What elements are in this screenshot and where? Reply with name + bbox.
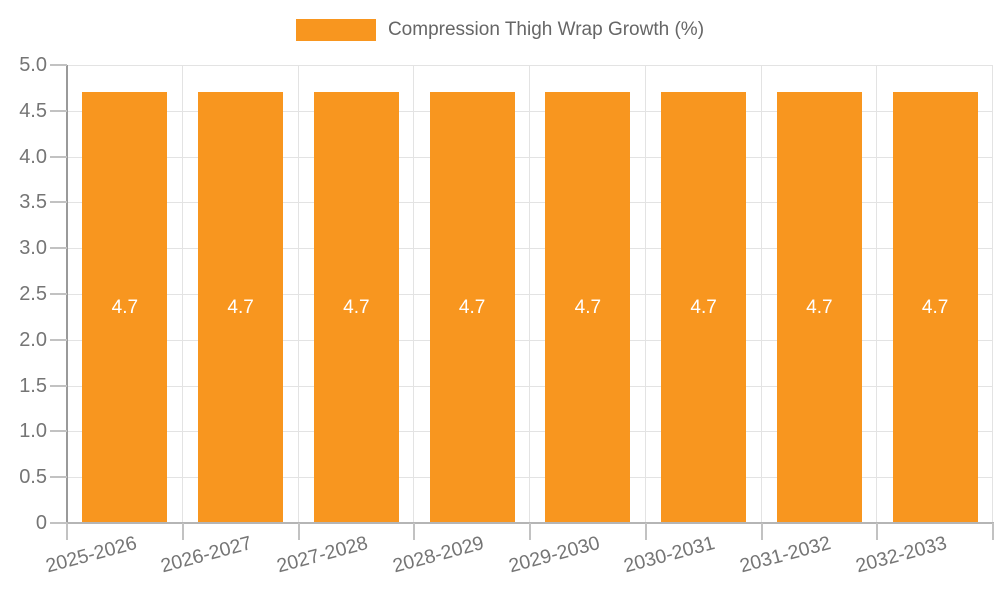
gridline-horizontal: [67, 202, 993, 204]
x-axis-tick: [529, 523, 531, 540]
y-tick-label: 0: [35, 512, 47, 534]
bar: 4.7: [545, 92, 631, 523]
y-axis-line: [66, 65, 68, 523]
y-tick-label: 5.0: [19, 54, 47, 76]
x-axis-tick: [181, 523, 184, 540]
gridline-horizontal: [67, 294, 993, 295]
x-tick-label: 2026-2027: [158, 531, 255, 578]
x-axis-tick: [760, 523, 763, 540]
gridline-vertical: [297, 65, 299, 523]
bar: 4.7: [82, 92, 168, 523]
gridline-horizontal: [67, 431, 993, 433]
y-axis-tick: [50, 384, 67, 387]
x-tick-label: 2025-2026: [43, 531, 139, 578]
x-axis-tick: [413, 523, 416, 540]
y-axis-tick: [50, 155, 67, 158]
x-axis-tick: [876, 523, 879, 540]
bar-value-label: 4.7: [690, 296, 717, 318]
x-tick-label: 2031-2032: [737, 531, 834, 578]
gridline-horizontal: [67, 339, 993, 341]
y-tick-label: 1.0: [19, 420, 47, 443]
legend-swatch[interactable]: [295, 19, 376, 41]
x-axis-tick: [297, 523, 300, 540]
bar: 4.7: [429, 92, 515, 523]
bar: 4.7: [892, 92, 978, 523]
bar-value-label: 4.7: [458, 296, 486, 318]
y-tick-label: 1.5: [19, 374, 47, 397]
bar: 4.7: [776, 92, 862, 523]
y-axis-tick: [50, 476, 67, 479]
y-tick-label: 3.5: [19, 191, 47, 214]
y-tick-label: 3.0: [19, 237, 47, 260]
bar: 4.7: [313, 92, 399, 523]
bar: 4.7: [661, 92, 747, 523]
gridline-horizontal: [67, 110, 993, 112]
x-axis-tick: [644, 523, 647, 540]
y-axis-tick: [50, 430, 67, 433]
y-axis-tick: [50, 64, 67, 66]
y-axis-tick: [50, 201, 67, 204]
gridline-horizontal: [67, 477, 993, 479]
x-tick-label: 2029-2030: [506, 531, 602, 578]
y-axis-tick: [50, 338, 67, 341]
y-axis-tick: [50, 522, 67, 524]
legend-label[interactable]: Compression Thigh Wrap Growth (%): [387, 19, 705, 40]
bar-value-label: 4.7: [806, 296, 833, 318]
gridline-horizontal: [67, 65, 993, 66]
bar-value-label: 4.7: [111, 296, 139, 318]
gridline-vertical: [644, 65, 646, 523]
bar-value-label: 4.7: [343, 296, 370, 318]
plot-area: 4.7 4.7 4.7 4.7 4.7 4.7 4.7 4.7: [50, 64, 994, 540]
y-tick-label: 4.5: [19, 99, 47, 122]
gridline-vertical: [413, 65, 415, 523]
gridline-vertical: [529, 65, 530, 523]
gridline-vertical: [181, 65, 183, 523]
gridline-vertical: [760, 65, 762, 523]
y-tick-label: 2.0: [19, 328, 47, 351]
legend[interactable]: Compression Thigh Wrap Growth (%): [0, 17, 1000, 43]
y-tick-label: 2.5: [19, 283, 47, 305]
y-axis-tick: [50, 109, 67, 112]
bar-value-label: 4.7: [227, 296, 254, 318]
x-tick-label: 2032-2033: [853, 531, 950, 578]
x-tick-label: 2030-2031: [621, 531, 718, 578]
bar: 4.7: [198, 92, 284, 523]
y-tick-label: 0.5: [19, 466, 47, 489]
x-tick-label: 2028-2029: [390, 531, 487, 578]
gridline-vertical: [992, 65, 993, 523]
gridline-horizontal: [67, 248, 993, 250]
x-axis-tick: [992, 523, 994, 540]
bar-value-label: 4.7: [574, 296, 602, 318]
gridline-vertical: [876, 65, 878, 523]
gridline-horizontal: [67, 385, 993, 387]
bar-value-label: 4.7: [921, 296, 949, 318]
x-tick-label: 2027-2028: [274, 531, 371, 578]
y-axis-tick: [50, 247, 67, 250]
x-axis-tick: [66, 523, 68, 540]
y-tick-label: 4.0: [19, 145, 47, 168]
y-axis-tick: [50, 293, 67, 295]
gridline-horizontal: [67, 156, 993, 158]
